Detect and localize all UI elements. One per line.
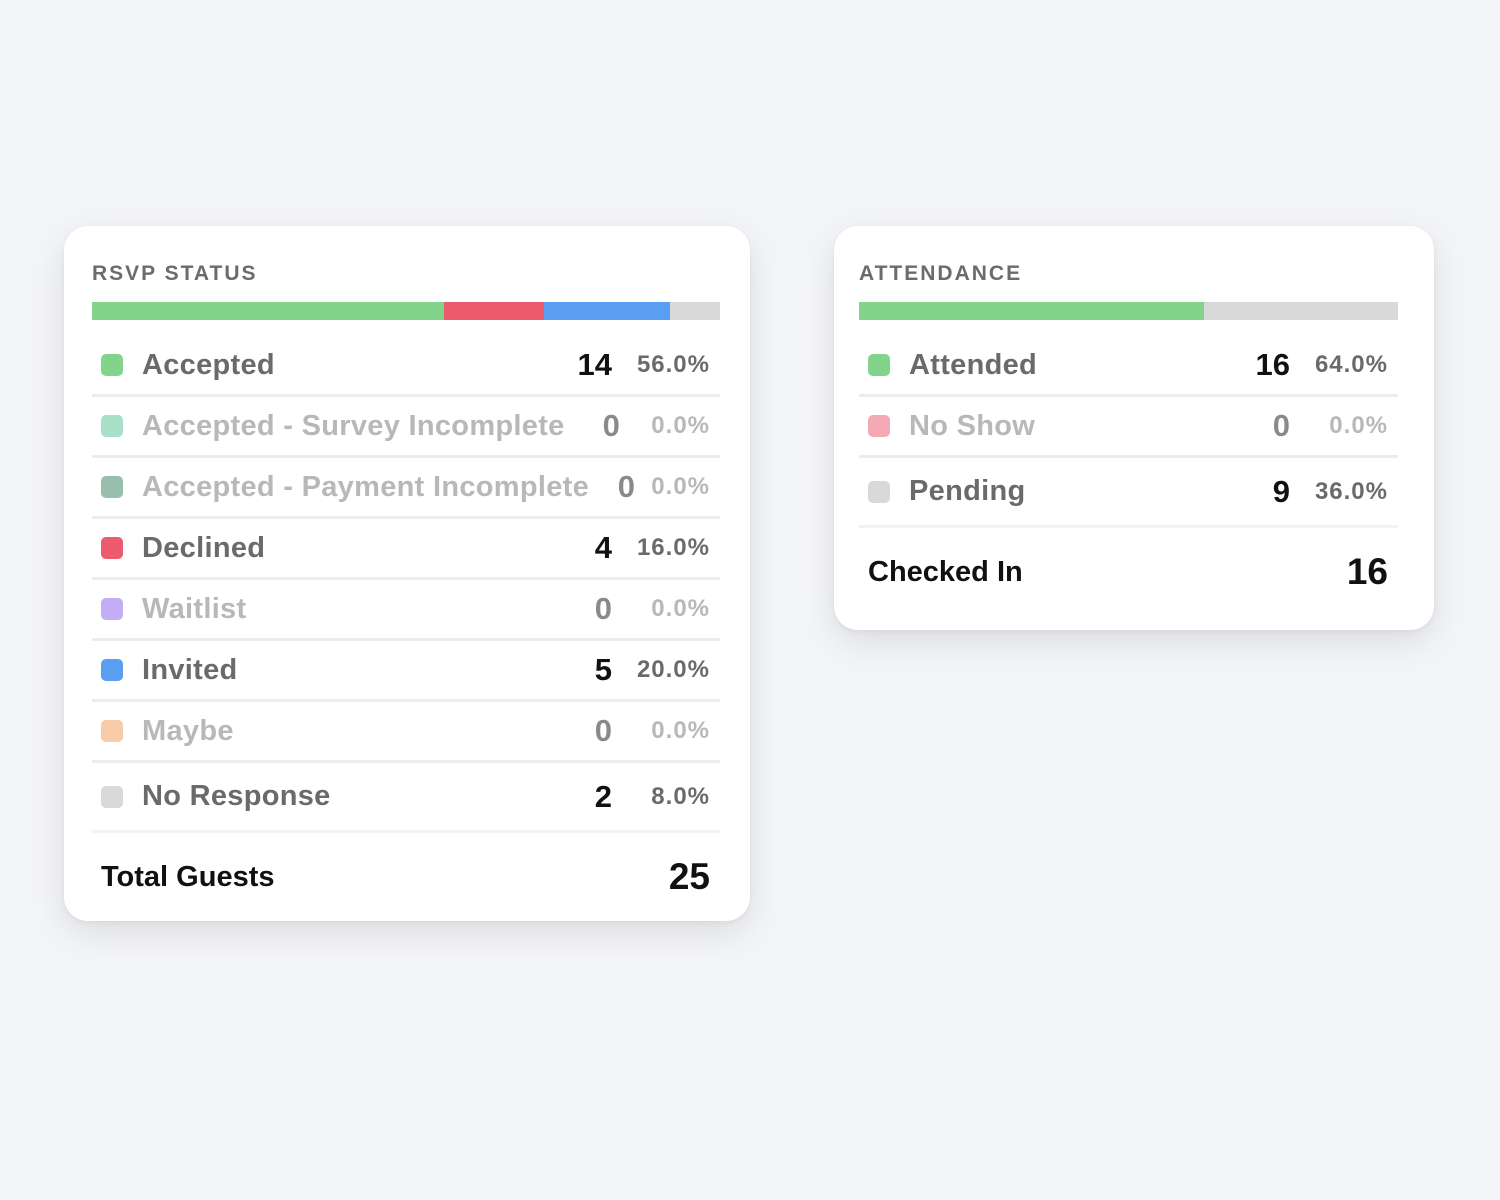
rsvp-row-percent: 56.0%	[636, 351, 710, 378]
survey-incomplete-status-dot	[101, 415, 123, 437]
rsvp-row-percent: 20.0%	[636, 656, 710, 683]
rsvp-row-label: Accepted	[142, 348, 275, 381]
rsvp-bar-segment-5	[544, 302, 670, 320]
no-response-status-dot	[101, 785, 123, 808]
attendance-row-count: 16	[1255, 347, 1290, 382]
rsvp-row-percent: 0.0%	[651, 412, 710, 439]
attendance-row-count: 9	[1272, 473, 1290, 509]
attendance-row-no-show: No Show 0 0.0%	[859, 397, 1398, 458]
rsvp-row-declined: Declined 4 16.0%	[92, 519, 720, 580]
declined-status-dot	[101, 537, 123, 559]
attendance-row-count: 0	[1272, 408, 1290, 443]
rsvp-row-label: No Response	[142, 780, 331, 812]
rsvp-row-waitlist: Waitlist 0 0.0%	[92, 580, 720, 641]
rsvp-row-label: Maybe	[142, 714, 234, 747]
rsvp-row-label: Invited	[142, 653, 238, 686]
attendance-bar-segment-0	[859, 302, 1204, 320]
rsvp-row-count: 0	[594, 713, 612, 748]
rsvp-row-count: 0	[602, 408, 620, 443]
checked-in-label: Checked In	[868, 555, 1023, 588]
rsvp-row-percent: 0.0%	[651, 717, 710, 744]
rsvp-row-percent: 16.0%	[636, 534, 710, 561]
rsvp-row-count: 14	[577, 347, 612, 382]
total-guests-value: 25	[668, 856, 710, 897]
attendance-row-label: No Show	[909, 409, 1036, 442]
payment-incomplete-status-dot	[101, 476, 123, 498]
waitlist-status-dot	[101, 598, 123, 620]
attendance-list: Attended 16 64.0% No Show 0 0.0% Pending 9 36.…	[859, 336, 1398, 528]
total-guests-row: Total Guests 25	[92, 833, 720, 921]
rsvp-row-count: 4	[594, 530, 612, 565]
rsvp-row-invited: Invited 5 20.0%	[92, 641, 720, 702]
rsvp-status-list: Accepted 14 56.0% Accepted - Survey Incomp…	[92, 336, 720, 833]
rsvp-row-label: Accepted - Survey Incomplete	[142, 409, 565, 442]
invited-status-dot	[101, 659, 123, 681]
maybe-status-dot	[101, 720, 123, 742]
attendance-row-label: Pending	[909, 475, 1026, 507]
rsvp-row-percent: 0.0%	[651, 595, 710, 622]
total-guests-label: Total Guests	[101, 860, 275, 893]
rsvp-row-count: 0	[594, 591, 612, 626]
attendance-bar	[859, 302, 1398, 320]
attendance-row-percent: 0.0%	[1329, 412, 1388, 439]
rsvp-row-accepted-survey-incomplete: Accepted - Survey Incomplete 0 0.0%	[92, 397, 720, 458]
rsvp-status-title: RSVP STATUS	[92, 262, 258, 285]
pending-status-dot	[868, 480, 890, 503]
attendance-bar-segment-2	[1203, 302, 1398, 320]
rsvp-row-percent: 8.0%	[651, 782, 710, 810]
attendance-row-attended: Attended 16 64.0%	[859, 336, 1398, 397]
rsvp-row-accepted: Accepted 14 56.0%	[92, 336, 720, 397]
rsvp-row-count: 5	[594, 652, 612, 687]
attendance-card: ATTENDANCE Attended 16 64.0% No Show 0 0.0% …	[834, 226, 1434, 630]
attendance-row-label: Attended	[909, 348, 1038, 381]
rsvp-row-accepted-payment-incomplete: Accepted - Payment Incomplete 0 0.0%	[92, 458, 720, 519]
rsvp-row-maybe: Maybe 0 0.0%	[92, 702, 720, 763]
attendance-row-percent: 36.0%	[1314, 477, 1388, 505]
rsvp-bar-segment-0	[92, 302, 444, 320]
rsvp-row-count: 2	[594, 778, 612, 814]
rsvp-bar-segment-3	[443, 302, 545, 320]
accepted-status-dot	[101, 354, 123, 376]
attended-status-dot	[868, 354, 890, 376]
rsvp-row-label: Declined	[142, 531, 266, 564]
rsvp-status-bar	[92, 302, 720, 320]
attendance-row-pending: Pending 9 36.0%	[859, 458, 1398, 528]
rsvp-row-no-response: No Response 2 8.0%	[92, 763, 720, 833]
rsvp-row-label: Waitlist	[142, 592, 247, 625]
checked-in-value: 16	[1346, 551, 1388, 592]
rsvp-row-percent: 0.0%	[651, 473, 710, 500]
attendance-row-percent: 64.0%	[1314, 351, 1388, 378]
checked-in-row: Checked In 16	[859, 528, 1398, 616]
attendance-title: ATTENDANCE	[859, 262, 1023, 285]
rsvp-row-count: 0	[617, 469, 635, 504]
rsvp-bar-segment-7	[669, 302, 720, 320]
no-show-status-dot	[868, 415, 890, 437]
rsvp-row-label: Accepted - Payment Incomplete	[142, 470, 590, 503]
rsvp-status-card: RSVP STATUS Accepted 14 56.0% Accepted - S…	[64, 226, 750, 921]
